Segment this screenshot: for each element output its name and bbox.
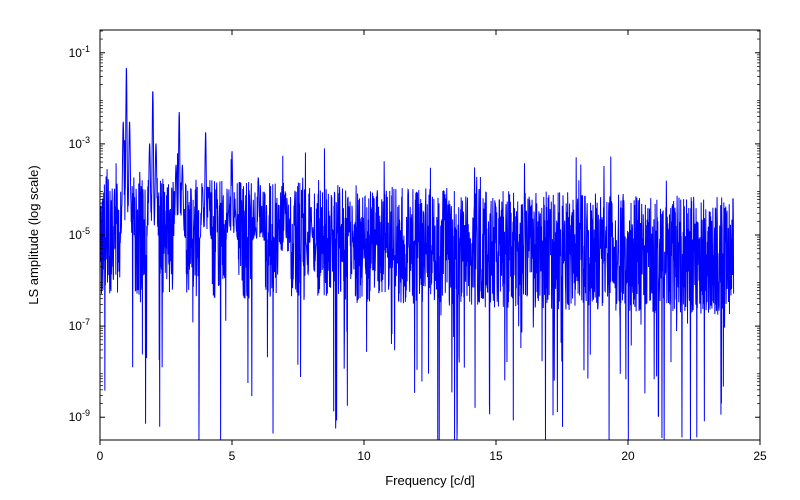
x-tick-label: 25 (753, 449, 767, 463)
x-tick-label: 5 (229, 449, 236, 463)
x-axis-label: Frequency [c/d] (385, 473, 475, 488)
x-tick-label: 15 (489, 449, 503, 463)
x-tick-label: 0 (97, 449, 104, 463)
periodogram-chart: 051015202510-910-710-510-310-1Frequency … (0, 0, 800, 500)
x-tick-label: 20 (621, 449, 635, 463)
chart-svg: 051015202510-910-710-510-310-1Frequency … (0, 0, 800, 500)
x-tick-label: 10 (357, 449, 371, 463)
y-axis-label: LS amplitude (log scale) (26, 165, 41, 304)
